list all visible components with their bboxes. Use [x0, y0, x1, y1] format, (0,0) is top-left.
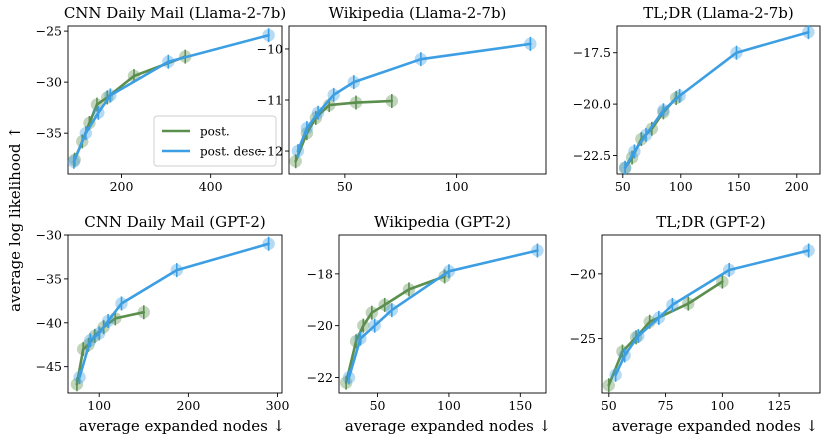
- x-axis-label-col-2: average expanded nodes ↓: [345, 417, 551, 435]
- y-tick-label: −12: [257, 144, 283, 159]
- y-tick-label: −20: [307, 318, 333, 333]
- y-tick-label: −20.0: [573, 97, 611, 112]
- y-tick-label: −30: [36, 228, 62, 243]
- x-tick-label: 75: [658, 398, 674, 413]
- axes-frame: [67, 25, 283, 175]
- series-line: [614, 249, 810, 377]
- y-tick-label: −25: [36, 24, 62, 39]
- legend-label-post-desc: post. desc.: [200, 145, 265, 159]
- series-line: [72, 33, 270, 164]
- y-tick-label: −22: [307, 370, 333, 385]
- x-axis-label-col-1: average expanded nodes ↓: [79, 417, 285, 435]
- x-tick-label: 150: [727, 179, 751, 194]
- y-tick-label: −40: [36, 315, 62, 330]
- x-tick-label: 200: [176, 398, 200, 413]
- x-tick-label: 50: [370, 398, 386, 413]
- axes-frame: [67, 234, 283, 394]
- legend: post. post. desc.: [153, 115, 277, 167]
- series-post-desc: [67, 28, 275, 169]
- y-tick-label: −30: [36, 75, 62, 90]
- x-tick-label: 100: [437, 398, 461, 413]
- y-tick-label: −35: [36, 271, 62, 286]
- y-tick-label: −20: [570, 266, 596, 281]
- series-line: [78, 242, 270, 379]
- legend-box: [153, 115, 277, 167]
- panel-title: Wikipedia (GPT-2): [374, 213, 511, 231]
- y-tick-label: −11: [257, 93, 283, 108]
- series-post-desc: [618, 25, 815, 175]
- y-tick-label: −35: [36, 126, 62, 141]
- x-tick-label: 100: [710, 398, 734, 413]
- y-tick-label: −18: [307, 266, 333, 281]
- x-tick-label: 300: [266, 398, 290, 413]
- x-tick-label: 200: [785, 179, 809, 194]
- series-post: [602, 274, 729, 393]
- axes-frame: [338, 234, 547, 394]
- y-tick-label: −17.5: [573, 45, 611, 60]
- y-axis-label: average log likelihood ↑: [6, 126, 24, 312]
- y-tick-label: −25: [570, 331, 596, 346]
- legend-label-post: post.: [200, 125, 230, 139]
- panel-title: CNN Daily Mail (GPT-2): [84, 213, 265, 231]
- panel-title: Wikipedia (Llama-2-7b): [329, 4, 507, 22]
- x-tick-label: 50: [337, 179, 353, 194]
- x-axis-label-col-3: average expanded nodes ↓: [612, 417, 818, 435]
- series-line: [623, 30, 810, 170]
- panel-1: CNN Daily Mail (Llama-2-7b) 200 400 −35 −30 −…: [36, 4, 287, 194]
- x-tick-label: 50: [615, 179, 631, 194]
- y-tick-label: −10: [257, 41, 283, 56]
- panel-title: CNN Daily Mail (Llama-2-7b): [64, 4, 286, 22]
- series-post-desc: [73, 236, 275, 385]
- panel-title: TL;DR (Llama-2-7b): [643, 4, 794, 22]
- x-tick-label: 150: [508, 398, 532, 413]
- x-tick-label: 125: [767, 398, 791, 413]
- x-tick-label: 100: [445, 179, 469, 194]
- axes-frame: [616, 25, 821, 175]
- series-post-desc: [291, 36, 537, 159]
- x-tick-label: 100: [87, 398, 111, 413]
- x-tick-label: 200: [110, 179, 134, 194]
- series-post: [339, 269, 451, 390]
- y-tick-label: −45: [36, 359, 62, 374]
- series-line: [607, 280, 724, 387]
- y-tick-label: −22.5: [573, 148, 611, 163]
- panel-title: TL;DR (GPT-2): [656, 213, 766, 231]
- axes-frame: [601, 234, 821, 394]
- panel-3: TL;DR (Llama-2-7b) 50 100 150 200 −22.5 −20.0 −…: [573, 4, 821, 194]
- series-line: [294, 99, 394, 163]
- x-tick-label: 100: [669, 179, 693, 194]
- series-line: [347, 249, 539, 379]
- series-post-desc: [342, 243, 544, 385]
- x-tick-label: 400: [199, 179, 223, 194]
- panel-5: Wikipedia (GPT-2) 50 100 150 −22 −20 −18: [307, 213, 547, 413]
- panel-2: Wikipedia (Llama-2-7b) 50 100 −12 −11 −10: [257, 4, 547, 194]
- panel-4: CNN Daily Mail (GPT-2) 100 200 300 −45 −40 −35…: [36, 213, 290, 413]
- x-tick-label: 50: [601, 398, 617, 413]
- series-post-desc: [609, 243, 815, 382]
- panel-6: TL;DR (GPT-2) 50 75 100 125 −25 −20: [570, 213, 821, 413]
- panels: CNN Daily Mail (Llama-2-7b) 200 400 −35 −30 −…: [36, 4, 821, 413]
